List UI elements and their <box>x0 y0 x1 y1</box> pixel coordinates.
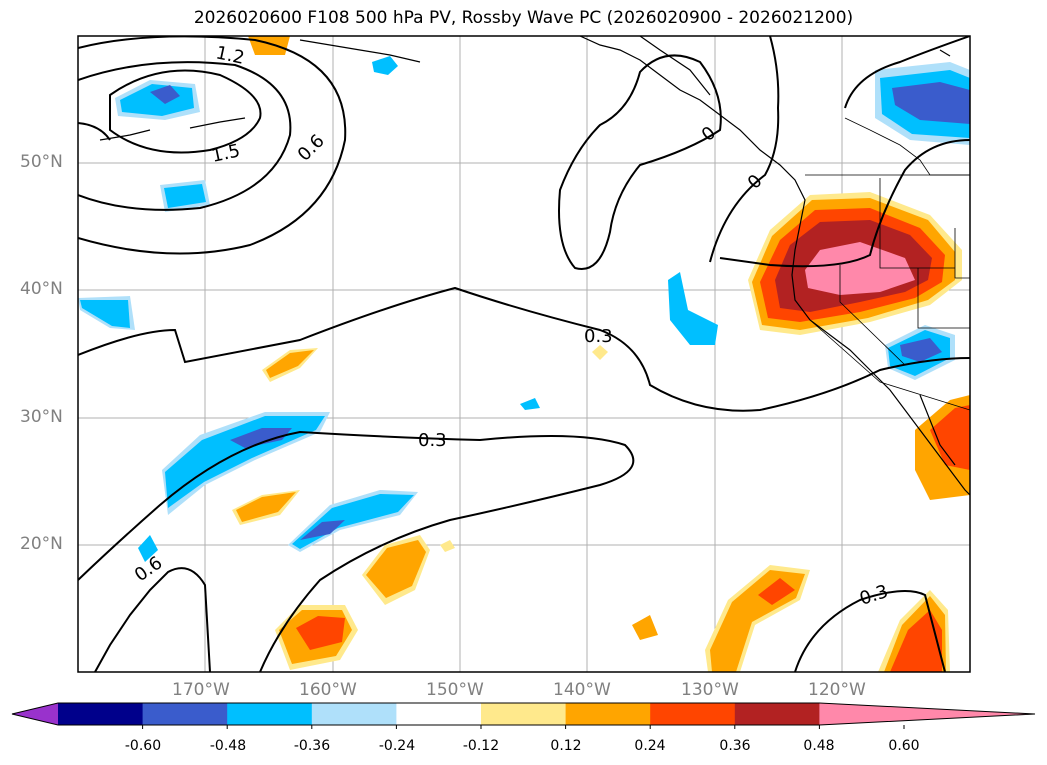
lon-label: 150°W <box>426 680 484 700</box>
pv-contours <box>78 36 970 672</box>
coastlines <box>99 36 970 496</box>
grid-lines <box>78 36 970 672</box>
colorbar-segment <box>58 703 144 725</box>
contour-label: 0.3 <box>584 326 613 347</box>
lon-label: 170°W <box>172 680 230 700</box>
colorbar-tick-label: 0.60 <box>888 738 920 754</box>
lat-label: 40°N <box>20 279 63 299</box>
map-title: 2026020600 F108 500 hPa PV, Rossby Wave … <box>193 8 854 28</box>
colorbar-segment <box>311 703 397 725</box>
colorbar-segment <box>481 703 567 725</box>
contour-label: 0.6 <box>294 130 329 165</box>
colorbar-tick-label: -0.24 <box>378 738 416 754</box>
lon-label: 160°W <box>299 680 357 700</box>
colorbar-extend-max <box>819 703 1035 725</box>
colorbar-tick-label: 0.24 <box>634 738 666 754</box>
colorbar-tick-label: 0.48 <box>803 738 835 754</box>
contour-label: 1.2 <box>214 42 246 68</box>
lon-label: 140°W <box>553 680 611 700</box>
map-frame <box>77 35 971 673</box>
colorbar <box>11 702 1036 729</box>
colorbar-tick-label: -0.12 <box>462 738 500 754</box>
lat-label: 20°N <box>20 534 63 554</box>
colorbar-segment <box>650 703 736 725</box>
colorbar-tick-label: -0.60 <box>124 738 162 754</box>
colorbar-segment <box>734 703 820 725</box>
contour-label: 0.3 <box>857 581 891 610</box>
lon-label: 130°W <box>681 680 739 700</box>
colorbar-extend-min <box>12 703 58 725</box>
contour-label: 0.3 <box>418 430 447 451</box>
lat-label: 30°N <box>20 407 63 427</box>
colorbar-segment <box>565 703 651 725</box>
negative-anomaly-shading <box>78 56 970 562</box>
lat-label: 50°N <box>20 152 63 172</box>
contour-label: 0 <box>698 122 720 145</box>
positive-anomaly-shading <box>232 36 970 672</box>
colorbar-tick-label: -0.48 <box>209 738 247 754</box>
colorbar-tick-label: 0.12 <box>550 738 582 754</box>
colorbar-tick-label: -0.36 <box>293 738 331 754</box>
colorbar-outline <box>11 702 1036 726</box>
political-borders <box>805 117 970 411</box>
colorbar-segment <box>227 703 313 725</box>
colorbar-segment <box>142 703 228 725</box>
contour-label: 0.6 <box>131 552 167 586</box>
colorbar-segment <box>396 703 482 725</box>
colorbar-tick-label: 0.36 <box>719 738 751 754</box>
contour-labels: 1.2 1.5 0.6 0 0 0.3 0.3 0.6 0.3 <box>131 42 891 609</box>
lon-label: 120°W <box>808 680 866 700</box>
